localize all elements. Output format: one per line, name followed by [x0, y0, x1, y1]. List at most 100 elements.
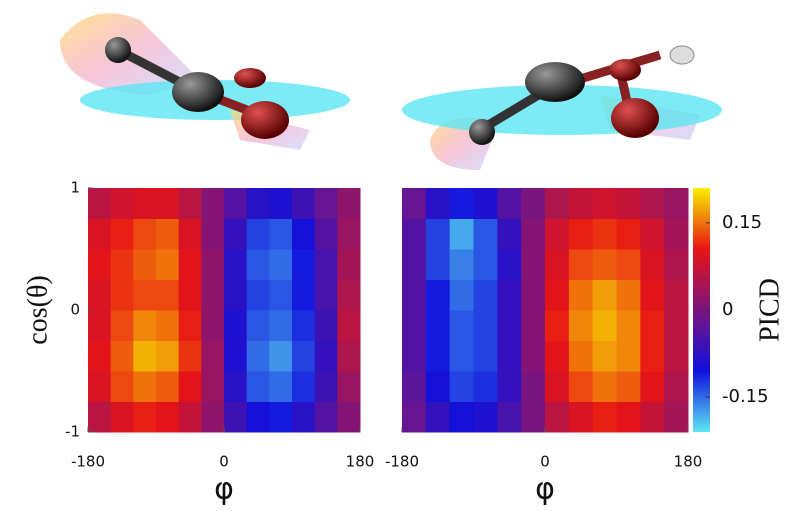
heatmap-cell	[224, 188, 248, 219]
x-tick-label: 0	[540, 453, 550, 471]
heatmap-cell	[568, 218, 594, 250]
heatmap-cell	[521, 310, 546, 341]
heatmap-cell	[568, 310, 594, 341]
heatmap-cell	[133, 279, 157, 311]
heatmap-cell	[133, 249, 157, 280]
x-tick-label: 180	[674, 453, 703, 471]
heatmap-cell	[88, 188, 112, 219]
heatmap-cell	[269, 188, 293, 219]
heatmap-cell	[269, 218, 293, 250]
heatmap-cell	[88, 279, 112, 311]
heatmap-cell	[473, 401, 498, 433]
heatmap-cell	[246, 371, 270, 402]
heatmap-cell	[337, 371, 361, 402]
x-tick-label: 180	[346, 453, 375, 471]
heatmap-cell	[616, 188, 641, 219]
heatmap-cell	[246, 188, 270, 219]
heatmap-cell	[88, 401, 112, 433]
heatmap-cell	[640, 310, 665, 341]
heatmap-cell	[246, 249, 270, 280]
colorbar-tick-label: 0	[722, 299, 733, 320]
heatmap-cell	[664, 188, 689, 219]
heatmap-cell	[178, 371, 202, 402]
heatmap-cell	[156, 371, 180, 402]
heatmap-cell	[269, 371, 293, 402]
heatmap-cell	[292, 279, 316, 311]
heatmap-cell	[545, 188, 570, 219]
heatmap-cell	[473, 371, 498, 402]
heatmap-cell	[133, 188, 157, 219]
heatmap-cell	[664, 279, 689, 311]
heatmap-cell	[473, 310, 498, 341]
heatmap-cell	[133, 218, 157, 250]
heatmap-cell	[178, 279, 202, 311]
heatmap-cell	[545, 340, 570, 372]
x-tick-label: -180	[71, 453, 105, 471]
heatmap-cell	[224, 401, 248, 433]
heatmap-cell	[110, 188, 134, 219]
heatmap-cell	[664, 249, 689, 280]
heatmap-cell	[497, 249, 522, 280]
heatmap-cell	[449, 188, 474, 219]
molecule-right	[402, 45, 722, 170]
heatmap-cell	[88, 371, 112, 402]
heatmap-cell	[592, 371, 617, 402]
heatmap-cell	[545, 310, 570, 341]
heatmap-cell	[402, 188, 427, 219]
heatmap-cell	[449, 279, 474, 311]
heatmap-cell	[201, 218, 225, 250]
heatmap-cell	[88, 249, 112, 280]
heatmap-cell	[110, 218, 134, 250]
heatmap-cell	[473, 249, 498, 280]
heatmap-cell	[592, 340, 617, 372]
heatmap-cell	[314, 340, 338, 372]
heatmap-cell	[292, 401, 316, 433]
colorbar-title: PICD	[754, 278, 785, 342]
heatmap-cell	[521, 218, 546, 250]
heatmap-cell	[568, 249, 594, 280]
heatmap-cell	[337, 249, 361, 280]
heatmap-cell	[592, 249, 617, 280]
heatmap-cell	[402, 218, 427, 250]
heatmap-cell	[133, 401, 157, 433]
heatmap-cell	[133, 371, 157, 402]
molecule-left	[60, 13, 350, 150]
heatmap-cell	[402, 340, 427, 372]
heatmap-cell	[497, 340, 522, 372]
heatmap-cell	[616, 310, 641, 341]
x-axis-title: φ	[214, 472, 234, 507]
heatmap-cell	[292, 310, 316, 341]
heatmap-cell	[402, 401, 427, 433]
heatmap-cell	[592, 310, 617, 341]
heatmap-cell	[337, 340, 361, 372]
heatmap-cell	[292, 218, 316, 250]
heatmap-cell	[521, 188, 546, 219]
heatmap-cell	[314, 188, 338, 219]
heatmap-cell	[449, 340, 474, 372]
colorbar-tick-label: -0.15	[722, 386, 769, 407]
heatmap-cell	[664, 218, 689, 250]
heatmap-cell	[664, 340, 689, 372]
heatmap-cell	[616, 279, 641, 311]
heatmap-cell	[545, 279, 570, 311]
y-tick-label: 1	[70, 179, 80, 197]
heatmap-cell	[110, 340, 134, 372]
heatmap-cell	[224, 218, 248, 250]
heatmap-cell	[201, 310, 225, 341]
heatmap-cell	[178, 218, 202, 250]
heatmap-cell	[497, 401, 522, 433]
heatmap-cell	[473, 279, 498, 311]
x-tick-label: -180	[385, 453, 419, 471]
heatmap-cell	[88, 218, 112, 250]
heatmap-cell	[664, 310, 689, 341]
heatmap-cell	[521, 279, 546, 311]
heatmap-cell	[269, 401, 293, 433]
heatmap-cell	[497, 371, 522, 402]
heatmap-cell	[497, 310, 522, 341]
heatmap-cell	[201, 371, 225, 402]
heatmap-cell	[246, 340, 270, 372]
heatmap-cell	[88, 310, 112, 341]
heatmap-cell	[201, 188, 225, 219]
heatmap-cell	[201, 401, 225, 433]
heatmap-cell	[402, 249, 427, 280]
